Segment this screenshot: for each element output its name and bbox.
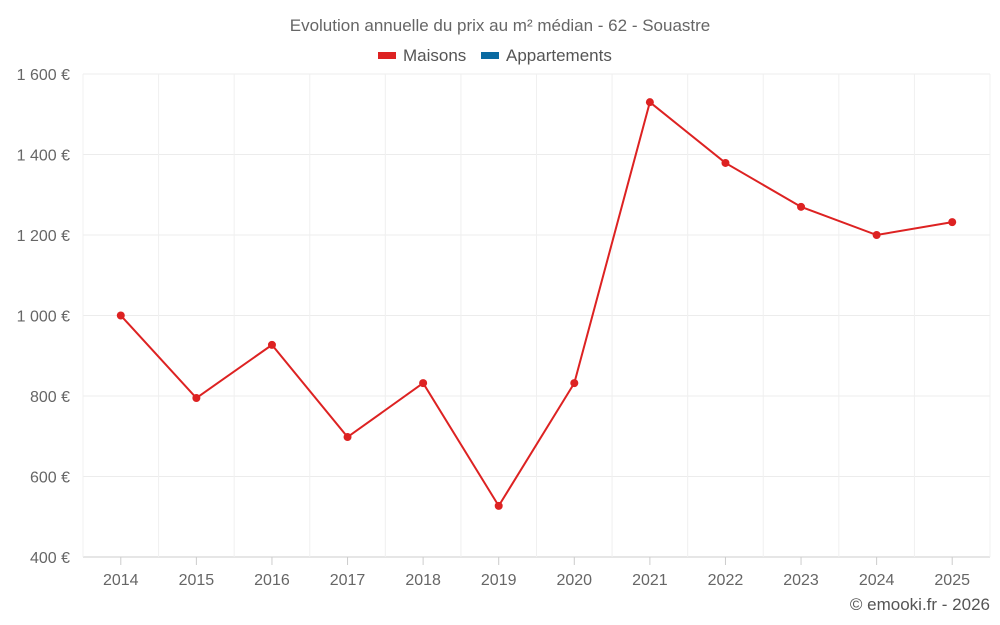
data-point[interactable] (267, 340, 276, 349)
y-tick-label: 1 000 € (17, 309, 70, 326)
credit-text: © emooki.fr - 2026 (850, 595, 990, 614)
data-point[interactable] (570, 379, 579, 388)
series-line-maisons (120, 100, 953, 508)
data-point[interactable] (721, 158, 730, 167)
x-tick-label: 2020 (556, 572, 592, 589)
x-tick-label: 2025 (934, 572, 970, 589)
chart-title: Evolution annuelle du prix au m² médian … (290, 16, 711, 35)
legend-swatch (481, 52, 499, 59)
y-tick-label: 1 400 € (17, 148, 70, 165)
x-tick-label: 2023 (783, 572, 819, 589)
y-tick-label: 800 € (30, 389, 70, 406)
y-tick-label: 1 600 € (17, 67, 70, 84)
legend-swatch (378, 52, 396, 59)
x-tick-label: 2016 (254, 572, 290, 589)
legend-label: Maisons (403, 46, 466, 65)
data-point[interactable] (419, 379, 428, 388)
data-point[interactable] (872, 231, 881, 239)
legend-label: Appartements (506, 46, 612, 65)
y-tick-label: 400 € (30, 550, 70, 567)
data-point[interactable] (948, 218, 957, 227)
x-tick-label: 2021 (632, 572, 668, 589)
x-tick-label: 2024 (859, 572, 895, 589)
data-point[interactable] (797, 202, 806, 211)
x-tick-label: 2022 (708, 572, 744, 589)
data-point[interactable] (192, 394, 201, 403)
legend-item-maisons[interactable]: Maisons (378, 46, 466, 65)
y-tick-label: 1 200 € (17, 228, 70, 245)
data-point[interactable] (343, 433, 352, 442)
data-point[interactable] (494, 501, 503, 510)
x-tick-label: 2019 (481, 572, 517, 589)
data-point[interactable] (116, 311, 125, 320)
data-point[interactable] (645, 98, 654, 107)
x-tick-label: 2014 (103, 572, 139, 589)
legend-item-appartements[interactable]: Appartements (481, 46, 612, 65)
x-tick-label: 2017 (330, 572, 366, 589)
x-tick-label: 2015 (179, 572, 215, 589)
y-tick-label: 600 € (30, 470, 70, 487)
x-tick-label: 2018 (405, 572, 441, 589)
